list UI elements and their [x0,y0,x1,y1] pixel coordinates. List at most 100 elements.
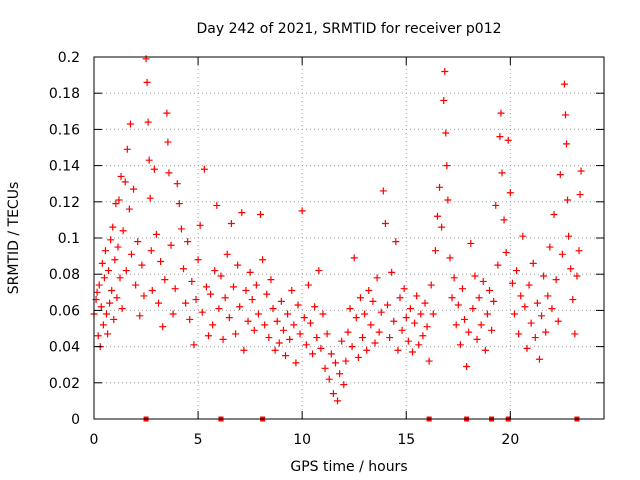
data-point [346,305,354,313]
data-point [444,196,452,204]
data-point [415,341,423,349]
data-point [304,281,312,289]
data-point [159,323,167,331]
data-point [573,272,581,280]
data-point [200,165,208,173]
data-point [98,259,106,267]
data-point [461,315,469,323]
data-point [361,310,369,318]
data-point [113,294,121,302]
data-point [114,243,122,251]
data-point [118,305,126,313]
y-tick-label: 0.18 [49,86,80,102]
data-point [531,334,539,342]
data-point [173,180,181,188]
data-point [311,303,319,311]
data-point [533,299,541,307]
data-point [356,294,364,302]
data-point [165,169,173,177]
data-point [388,268,396,276]
data-point [558,250,566,258]
data-point [446,254,454,262]
data-point [429,310,437,318]
data-point [146,194,154,202]
data-point [252,281,260,289]
data-point [126,120,134,128]
data-point [467,239,475,247]
data-point [375,328,383,336]
data-point [554,317,562,325]
data-point [396,294,404,302]
data-point [564,196,572,204]
data-point [365,286,373,294]
data-point [323,330,331,338]
data-point [279,326,287,334]
data-point [354,353,362,361]
data-point [100,274,108,282]
data-point [525,281,533,289]
data-point [519,232,527,240]
data-point [465,328,473,336]
data-point [454,301,462,309]
data-point [105,267,113,275]
data-point [238,209,246,217]
data-point [267,276,275,284]
data-point [367,321,375,329]
data-point [171,285,179,293]
data-point [408,348,416,356]
data-point [219,335,227,343]
data-point [471,272,479,280]
data-point [327,350,335,358]
data-point [481,346,489,354]
y-tick-label: 0.08 [49,267,80,283]
data-point [217,272,225,280]
chart-title: Day 242 of 2021, SRMTID for receiver p01… [196,21,501,37]
data-point [527,319,535,327]
data-point [508,279,516,287]
data-point [215,305,223,313]
data-point [102,310,110,318]
data-point [475,294,483,302]
data-point [315,267,323,275]
data-point [263,290,271,298]
data-point [234,261,242,269]
data-point [138,261,146,269]
data-point [198,308,206,316]
data-point [458,285,466,293]
data-point [298,207,306,215]
data-point [282,352,290,360]
data-point [152,230,160,238]
data-point [423,323,431,331]
data-point [483,310,491,318]
data-point [369,297,377,305]
data-point [271,346,279,354]
data-point [398,326,406,334]
data-point [521,303,529,311]
data-point [386,334,394,342]
data-point [569,296,577,304]
data-point [93,288,101,296]
data-point [384,301,392,309]
data-point [402,314,410,322]
gridlines [94,57,604,419]
data-point [496,133,504,141]
data-point [565,232,573,240]
data-point [321,364,329,372]
data-point [121,178,129,186]
data-point [379,187,387,195]
data-point [427,281,435,289]
data-point [213,201,221,209]
data-point [257,210,265,218]
data-point [440,96,448,104]
data-point [400,285,408,293]
data-point [523,344,531,352]
data-point [404,337,412,345]
data-point [577,167,585,175]
data-point [352,314,360,322]
data-point [538,312,546,320]
data-point [535,355,543,363]
data-point [441,67,449,75]
data-point [413,292,421,300]
data-point [117,172,125,180]
